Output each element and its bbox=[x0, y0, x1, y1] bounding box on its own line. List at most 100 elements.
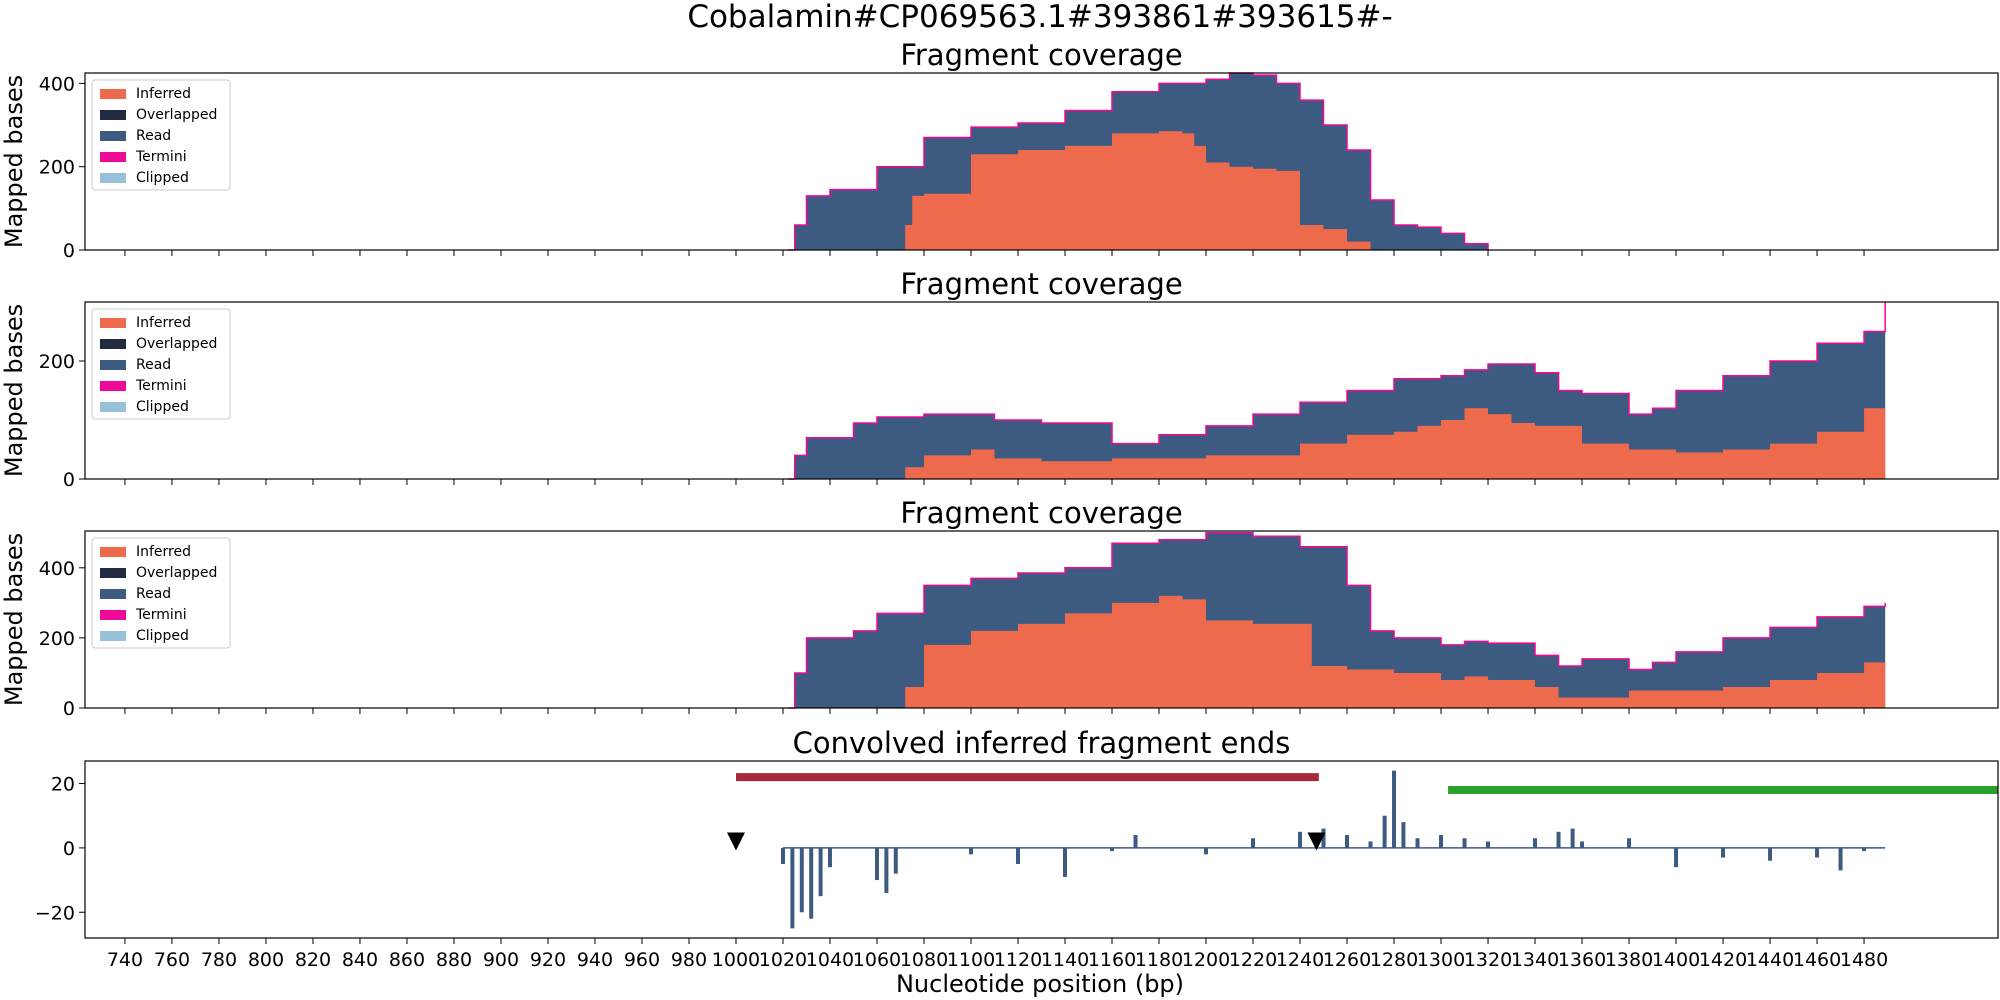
x-tick-label: 840 bbox=[342, 949, 378, 971]
end-bar bbox=[1133, 835, 1138, 848]
termini-outline bbox=[787, 532, 1886, 709]
end-bar bbox=[1368, 841, 1373, 848]
marker-triangle bbox=[1307, 832, 1326, 851]
y-tick-label: 0 bbox=[63, 240, 75, 262]
panel-4: Convolved inferred fragment ends −20 0 20 74… bbox=[35, 726, 1999, 971]
x-tick-label: 1040 bbox=[806, 949, 854, 971]
legend: Inferred Overlapped Read Termini Clipped bbox=[91, 79, 231, 191]
legend-swatch-clipped bbox=[100, 402, 126, 412]
end-bar bbox=[780, 847, 785, 864]
x-tick-label: 1260 bbox=[1323, 949, 1371, 971]
y-tick-label: 0 bbox=[63, 469, 75, 491]
series-inferred-area bbox=[900, 595, 1886, 708]
y-axis-label: Mapped bases bbox=[0, 75, 28, 248]
x-tick-label: 980 bbox=[671, 949, 707, 971]
end-bar bbox=[1382, 815, 1387, 848]
legend-label-read: Read bbox=[136, 128, 171, 144]
end-bar bbox=[1204, 847, 1209, 855]
end-bar bbox=[1110, 847, 1115, 852]
x-tick-label: 1400 bbox=[1652, 949, 1700, 971]
x-tick-label: 1220 bbox=[1229, 949, 1277, 971]
legend-label-inferred: Inferred bbox=[136, 544, 191, 560]
end-bar bbox=[818, 847, 823, 897]
end-bar bbox=[1570, 828, 1575, 848]
legend-label-inferred: Inferred bbox=[136, 86, 191, 102]
legend-swatch-overlapped bbox=[100, 110, 126, 120]
legend-label-clipped: Clipped bbox=[136, 170, 189, 186]
end-bar bbox=[1415, 838, 1420, 848]
end-bar bbox=[1627, 838, 1632, 848]
y-tick-label: 200 bbox=[39, 157, 75, 179]
end-bar bbox=[1838, 847, 1843, 871]
legend-label-read: Read bbox=[136, 357, 171, 373]
x-tick-label: 1320 bbox=[1464, 949, 1512, 971]
panel-title: Fragment coverage bbox=[900, 496, 1182, 530]
x-tick-label: 1100 bbox=[947, 949, 995, 971]
legend-swatch-inferred bbox=[100, 89, 126, 99]
end-bar bbox=[1580, 841, 1585, 848]
end-bar bbox=[874, 847, 879, 881]
x-tick-label: 920 bbox=[530, 949, 566, 971]
x-tick-label: 1000 bbox=[712, 949, 760, 971]
x-tick-label: 1200 bbox=[1182, 949, 1230, 971]
y-tick-label: 200 bbox=[39, 351, 75, 373]
panel-title: Convolved inferred fragment ends bbox=[793, 726, 1291, 760]
axes-frame bbox=[84, 530, 1999, 709]
end-bar bbox=[1768, 847, 1773, 861]
legend-swatch-clipped bbox=[100, 173, 126, 183]
end-bar bbox=[1815, 847, 1820, 858]
legend-label-termini: Termini bbox=[135, 149, 187, 165]
end-bar bbox=[1674, 847, 1679, 868]
x-tick-label: 1120 bbox=[994, 949, 1042, 971]
x-tick-label: 1340 bbox=[1511, 949, 1559, 971]
x-tick-label: 760 bbox=[154, 949, 190, 971]
panel-title: Fragment coverage bbox=[900, 38, 1182, 72]
x-tick-label: 1020 bbox=[759, 949, 807, 971]
legend-swatch-clipped bbox=[100, 631, 126, 641]
end-bar bbox=[1721, 847, 1726, 858]
legend-label-overlapped: Overlapped bbox=[136, 565, 217, 581]
end-bar bbox=[827, 847, 832, 868]
legend-frame bbox=[91, 537, 231, 649]
axes-frame bbox=[84, 760, 1999, 939]
legend-label-read: Read bbox=[136, 586, 171, 602]
end-bar bbox=[1063, 847, 1068, 877]
end-bar bbox=[790, 847, 795, 929]
legend-label-overlapped: Overlapped bbox=[136, 107, 217, 123]
legend-swatch-termini bbox=[100, 152, 126, 162]
end-bar bbox=[1462, 838, 1467, 848]
panel-title: Fragment coverage bbox=[900, 267, 1182, 301]
legend-label-termini: Termini bbox=[135, 607, 187, 623]
x-tick-label: 860 bbox=[389, 949, 425, 971]
legend-swatch-read bbox=[100, 589, 126, 599]
marker-triangle bbox=[726, 832, 745, 851]
y-tick-label: 0 bbox=[63, 838, 75, 860]
x-tick-label: 1080 bbox=[900, 949, 948, 971]
x-tick-label: 1280 bbox=[1370, 949, 1418, 971]
panel-3: Fragment coverage Mapped bases 0 200 400 Infe… bbox=[0, 496, 1999, 720]
x-tick-label: 900 bbox=[483, 949, 519, 971]
termini-outline bbox=[787, 72, 1489, 251]
x-tick-label: 1140 bbox=[1041, 949, 1089, 971]
x-axis-label: Nucleotide position (bp) bbox=[896, 970, 1184, 998]
y-tick-label: 20 bbox=[51, 774, 75, 796]
panel-1: Fragment coverage Mapped bases 0 200 400 Infe… bbox=[0, 38, 1999, 262]
x-tick-label: 1160 bbox=[1088, 949, 1136, 971]
x-tick-label: 1380 bbox=[1605, 949, 1653, 971]
x-tick-label: 820 bbox=[295, 949, 331, 971]
end-bar bbox=[1439, 835, 1444, 848]
x-tick-label: 1440 bbox=[1746, 949, 1794, 971]
end-bar bbox=[1486, 841, 1491, 848]
x-tick-label: 880 bbox=[436, 949, 472, 971]
x-tick-label: 1360 bbox=[1558, 949, 1606, 971]
y-tick-label: 200 bbox=[39, 628, 75, 650]
x-tick-label: 1240 bbox=[1276, 949, 1324, 971]
end-bar bbox=[1392, 770, 1397, 848]
legend-swatch-read bbox=[100, 131, 126, 141]
x-tick-label: 740 bbox=[107, 949, 143, 971]
end-bar bbox=[799, 847, 804, 913]
y-tick-label: 400 bbox=[39, 558, 75, 580]
x-tick-label: 1180 bbox=[1135, 949, 1183, 971]
legend: Inferred Overlapped Read Termini Clipped bbox=[91, 537, 231, 649]
end-bar bbox=[1345, 835, 1350, 848]
